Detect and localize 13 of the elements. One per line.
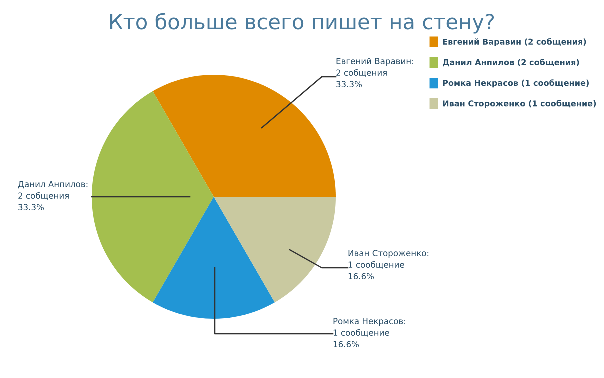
data-label: Данил Анпилов: 2 собщения 33.3% [18,181,88,211]
data-label: Евгений Варавин: 2 собщения 33.3% [336,58,414,88]
legend-label: Ромка Некрасов (1 сообщение) [443,80,589,88]
legend-label: Иван Стороженко (1 сообщение) [443,100,596,108]
chart-title: Кто больше всего пишет на стену? [110,13,494,34]
legend-label: Данил Анпилов (2 собщения) [443,59,580,67]
data-label: Иван Стороженко: 1 сообщение 16.6% [348,250,429,280]
pie-slice [214,197,336,303]
pie-slice [92,91,214,303]
pie-slice [153,197,275,319]
legend-label: Евгений Варавин (2 собщения) [443,38,586,46]
pie-slice [153,75,336,197]
data-label: Ромка Некрасов: 1 сообщение 16.6% [334,318,406,348]
